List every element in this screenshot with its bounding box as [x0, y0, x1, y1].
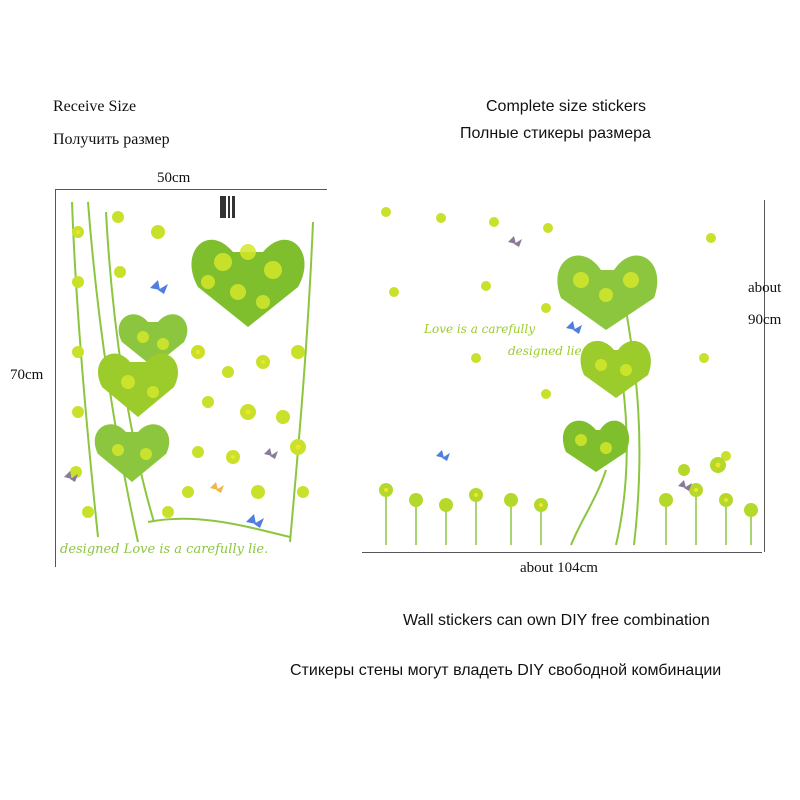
sheet-script-text: designed Love is a carefully lie.	[60, 542, 269, 557]
sheet-width-label: 50cm	[157, 170, 191, 186]
receive-size-caption: Receive Size	[53, 98, 137, 115]
wall-width-line	[362, 552, 762, 553]
wall-width-label: about 104cm	[520, 560, 598, 576]
wall-preview-art	[379, 207, 758, 546]
sheet-width-line	[55, 189, 327, 190]
wall-script-text-line1: Love is a carefully	[424, 322, 536, 336]
diy-combination-note: Wall stickers can own DIY free combinati…	[403, 612, 710, 629]
diy-combination-note-ru: Стикеры стены могут владеть DIY свободно…	[290, 662, 722, 679]
complete-size-caption-ru: Полные стикеры размера	[460, 125, 651, 142]
wall-height-line	[764, 200, 765, 552]
wall-preview: Love is a carefully designed lie.	[366, 200, 762, 552]
sheet-height-line	[55, 189, 56, 567]
sticker-sheet: designed Love is a carefully lie.	[58, 192, 326, 566]
wall-height-label-line2: 90cm	[748, 312, 782, 328]
sticker-sheet-art	[64, 196, 314, 543]
wall-height-label-line1: about	[748, 280, 782, 296]
wall-script-text-line2: designed lie.	[508, 344, 586, 358]
complete-size-caption: Complete size stickers	[486, 98, 647, 115]
receive-size-caption-ru: Получить размер	[53, 131, 170, 148]
sheet-height-label: 70cm	[10, 367, 44, 383]
